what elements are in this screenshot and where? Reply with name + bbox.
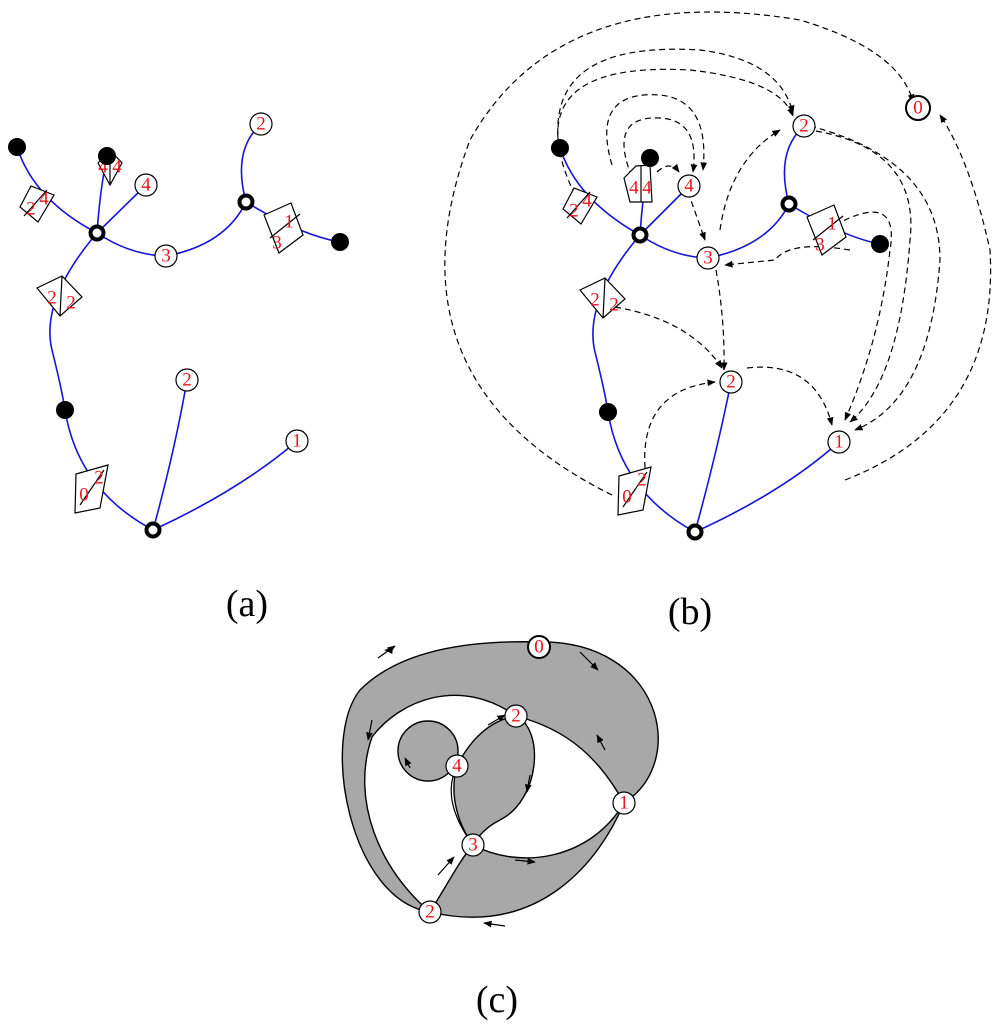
panel-a-diamond: 2 2 bbox=[36, 275, 83, 317]
svg-text:1: 1 bbox=[292, 431, 302, 452]
panel-b-diamond: 1 3 bbox=[806, 204, 847, 256]
svg-text:2: 2 bbox=[182, 370, 192, 391]
panel-b-diamond: 2 4 bbox=[562, 187, 598, 225]
labeled-node: 1 bbox=[612, 791, 636, 815]
svg-text:2: 2 bbox=[511, 706, 521, 727]
labeled-node: 2 bbox=[792, 114, 816, 138]
panel-b: 2 4 4 4 1 3 2 2 0 2 bbox=[444, 11, 992, 633]
panel-a-diamond: 2 4 bbox=[19, 185, 55, 223]
diamond-label: 0 bbox=[622, 487, 632, 508]
labeled-node: 2 bbox=[249, 112, 273, 136]
labeled-node: 4 bbox=[445, 754, 469, 778]
svg-text:3: 3 bbox=[161, 246, 171, 267]
labeled-node: 3 bbox=[154, 244, 178, 268]
panel-a-diamond: 0 2 bbox=[74, 464, 109, 514]
white-vertex bbox=[631, 226, 649, 244]
black-vertex bbox=[641, 149, 659, 167]
diamond-label: 3 bbox=[815, 235, 825, 256]
svg-text:0: 0 bbox=[913, 98, 923, 119]
white-vertex bbox=[144, 521, 162, 539]
caption-a: (a) bbox=[226, 583, 268, 625]
diamond-label: 0 bbox=[79, 485, 89, 506]
diamond-label: 2 bbox=[66, 293, 76, 314]
labeled-node: 4 bbox=[677, 174, 701, 198]
white-vertex bbox=[88, 224, 106, 242]
panel-a-edges bbox=[16, 123, 341, 531]
diamond-label: 1 bbox=[827, 214, 837, 235]
labeled-node: 2 bbox=[719, 370, 743, 394]
black-vertex bbox=[98, 147, 116, 165]
svg-text:2: 2 bbox=[726, 372, 736, 393]
svg-text:3: 3 bbox=[703, 248, 713, 269]
diamond-label: 4 bbox=[112, 157, 122, 178]
diamond-label: 3 bbox=[272, 233, 282, 254]
diamond-label: 2 bbox=[94, 468, 104, 489]
diamond-label: 2 bbox=[637, 470, 647, 491]
loop-face bbox=[397, 720, 459, 782]
panel-b-edges bbox=[559, 125, 881, 533]
labeled-node: 0 bbox=[905, 95, 931, 121]
diamond-label: 4 bbox=[98, 157, 108, 178]
labeled-node: 2 bbox=[418, 900, 442, 924]
labeled-node: 3 bbox=[461, 833, 485, 857]
labeled-node: 2 bbox=[175, 368, 199, 392]
panel-a: 2 4 4 4 1 3 2 2 0 2 bbox=[8, 112, 349, 625]
white-vertex bbox=[686, 523, 704, 541]
panel-c: 0 2 4 1 3 2 (c) bbox=[341, 635, 659, 1021]
diamond-label: 2 bbox=[47, 288, 57, 309]
svg-text:1: 1 bbox=[619, 793, 629, 814]
black-vertex bbox=[56, 401, 74, 419]
white-vertex bbox=[237, 193, 255, 211]
svg-text:0: 0 bbox=[534, 637, 544, 658]
panel-b-dashed-edges bbox=[444, 11, 992, 496]
labeled-node: 1 bbox=[285, 429, 309, 453]
svg-text:4: 4 bbox=[452, 756, 462, 777]
svg-text:2: 2 bbox=[799, 116, 809, 137]
black-vertex bbox=[8, 138, 26, 156]
labeled-node: 1 bbox=[827, 430, 851, 454]
svg-text:2: 2 bbox=[425, 902, 435, 923]
panel-b-diamond: 2 2 bbox=[579, 277, 626, 319]
svg-text:2: 2 bbox=[256, 114, 266, 135]
diamond-label: 2 bbox=[26, 199, 36, 220]
white-vertex bbox=[780, 195, 798, 213]
diamond-label: 4 bbox=[582, 191, 592, 212]
diamond-label: 2 bbox=[590, 290, 600, 311]
diamond-label: 2 bbox=[609, 295, 619, 316]
labeled-node: 2 bbox=[504, 704, 528, 728]
panel-b-diamond: 0 2 bbox=[617, 466, 652, 516]
labeled-node: 3 bbox=[696, 246, 720, 270]
shaded-face bbox=[453, 715, 536, 847]
black-vertex bbox=[331, 233, 349, 251]
caption-b: (b) bbox=[668, 591, 712, 633]
diamond-label: 2 bbox=[569, 201, 579, 222]
svg-text:4: 4 bbox=[684, 176, 694, 197]
caption-c: (c) bbox=[476, 979, 518, 1021]
black-vertex bbox=[871, 235, 889, 253]
panel-a-diamond: 1 3 bbox=[263, 202, 304, 254]
svg-text:4: 4 bbox=[141, 175, 151, 196]
black-vertex bbox=[599, 403, 617, 421]
diamond-label: 4 bbox=[642, 178, 652, 199]
svg-text:3: 3 bbox=[468, 835, 478, 856]
labeled-node: 0 bbox=[527, 635, 551, 659]
black-vertex bbox=[551, 139, 569, 157]
panel-b-diamond: 4 4 bbox=[623, 164, 653, 203]
diamond-label: 4 bbox=[629, 178, 639, 199]
labeled-node: 4 bbox=[134, 173, 158, 197]
diamond-label: 1 bbox=[284, 212, 294, 233]
svg-text:1: 1 bbox=[834, 432, 844, 453]
diamond-label: 4 bbox=[39, 189, 49, 210]
